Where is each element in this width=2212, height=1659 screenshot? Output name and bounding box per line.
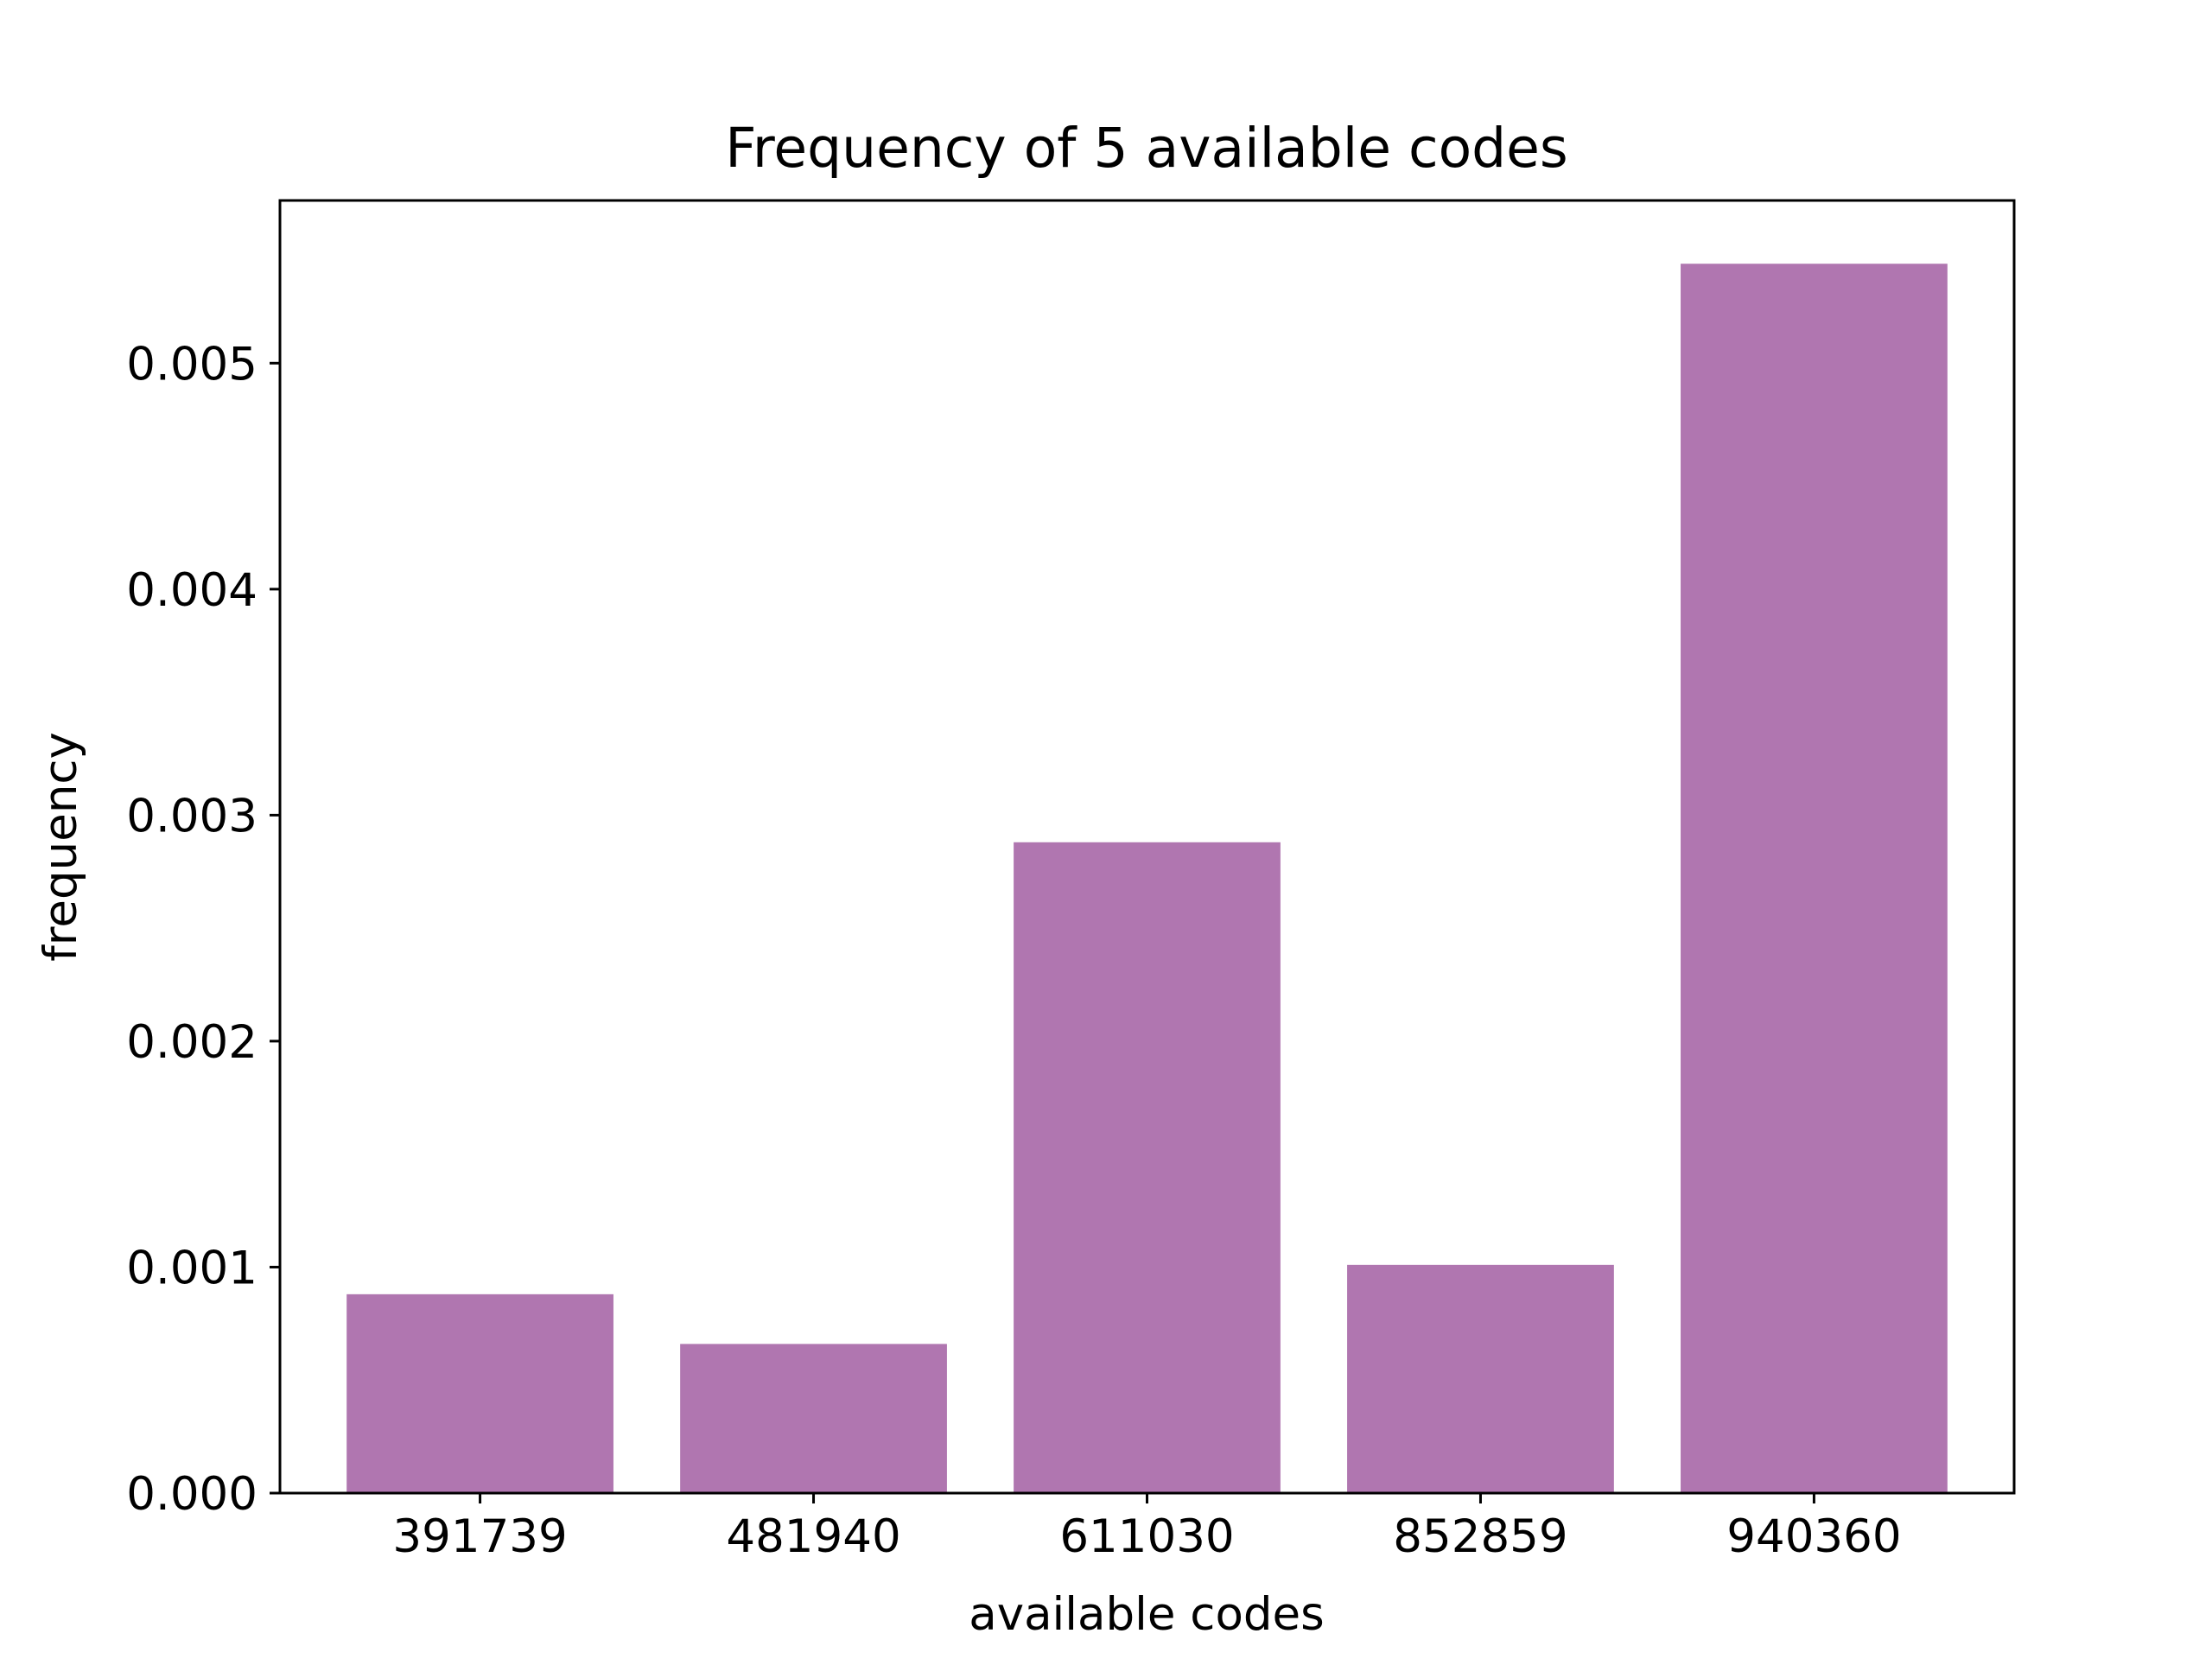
y-axis-label: frequency: [35, 732, 87, 962]
bar-852859: [1347, 1264, 1614, 1493]
bar-391739: [346, 1294, 613, 1493]
x-tick-label: 611030: [1059, 1510, 1234, 1563]
y-tick-label: 0.000: [126, 1468, 257, 1521]
bars-group: [346, 264, 1948, 1494]
x-tick-label: 852859: [1393, 1510, 1567, 1563]
y-tick-label: 0.004: [126, 564, 257, 617]
bar-481940: [680, 1344, 947, 1493]
x-tick-label: 481940: [726, 1510, 900, 1563]
x-tick-label: 391739: [392, 1510, 567, 1563]
y-tick-label: 0.001: [126, 1242, 257, 1294]
y-tick-label: 0.002: [126, 1016, 257, 1069]
x-axis-label: available codes: [969, 1588, 1325, 1641]
x-axis-ticks: 391739 481940 611030 852859 940360: [392, 1493, 1902, 1563]
bar-611030: [1014, 842, 1281, 1493]
y-axis-ticks: 0.000 0.001 0.002 0.003 0.004 0.005: [126, 338, 280, 1521]
y-tick-label: 0.005: [126, 338, 257, 391]
chart-title: Frequency of 5 available codes: [725, 117, 1568, 180]
y-tick-label: 0.003: [126, 790, 257, 842]
bar-940360: [1681, 264, 1948, 1494]
x-tick-label: 940360: [1726, 1510, 1901, 1563]
plot-frame: [278, 199, 2016, 1495]
